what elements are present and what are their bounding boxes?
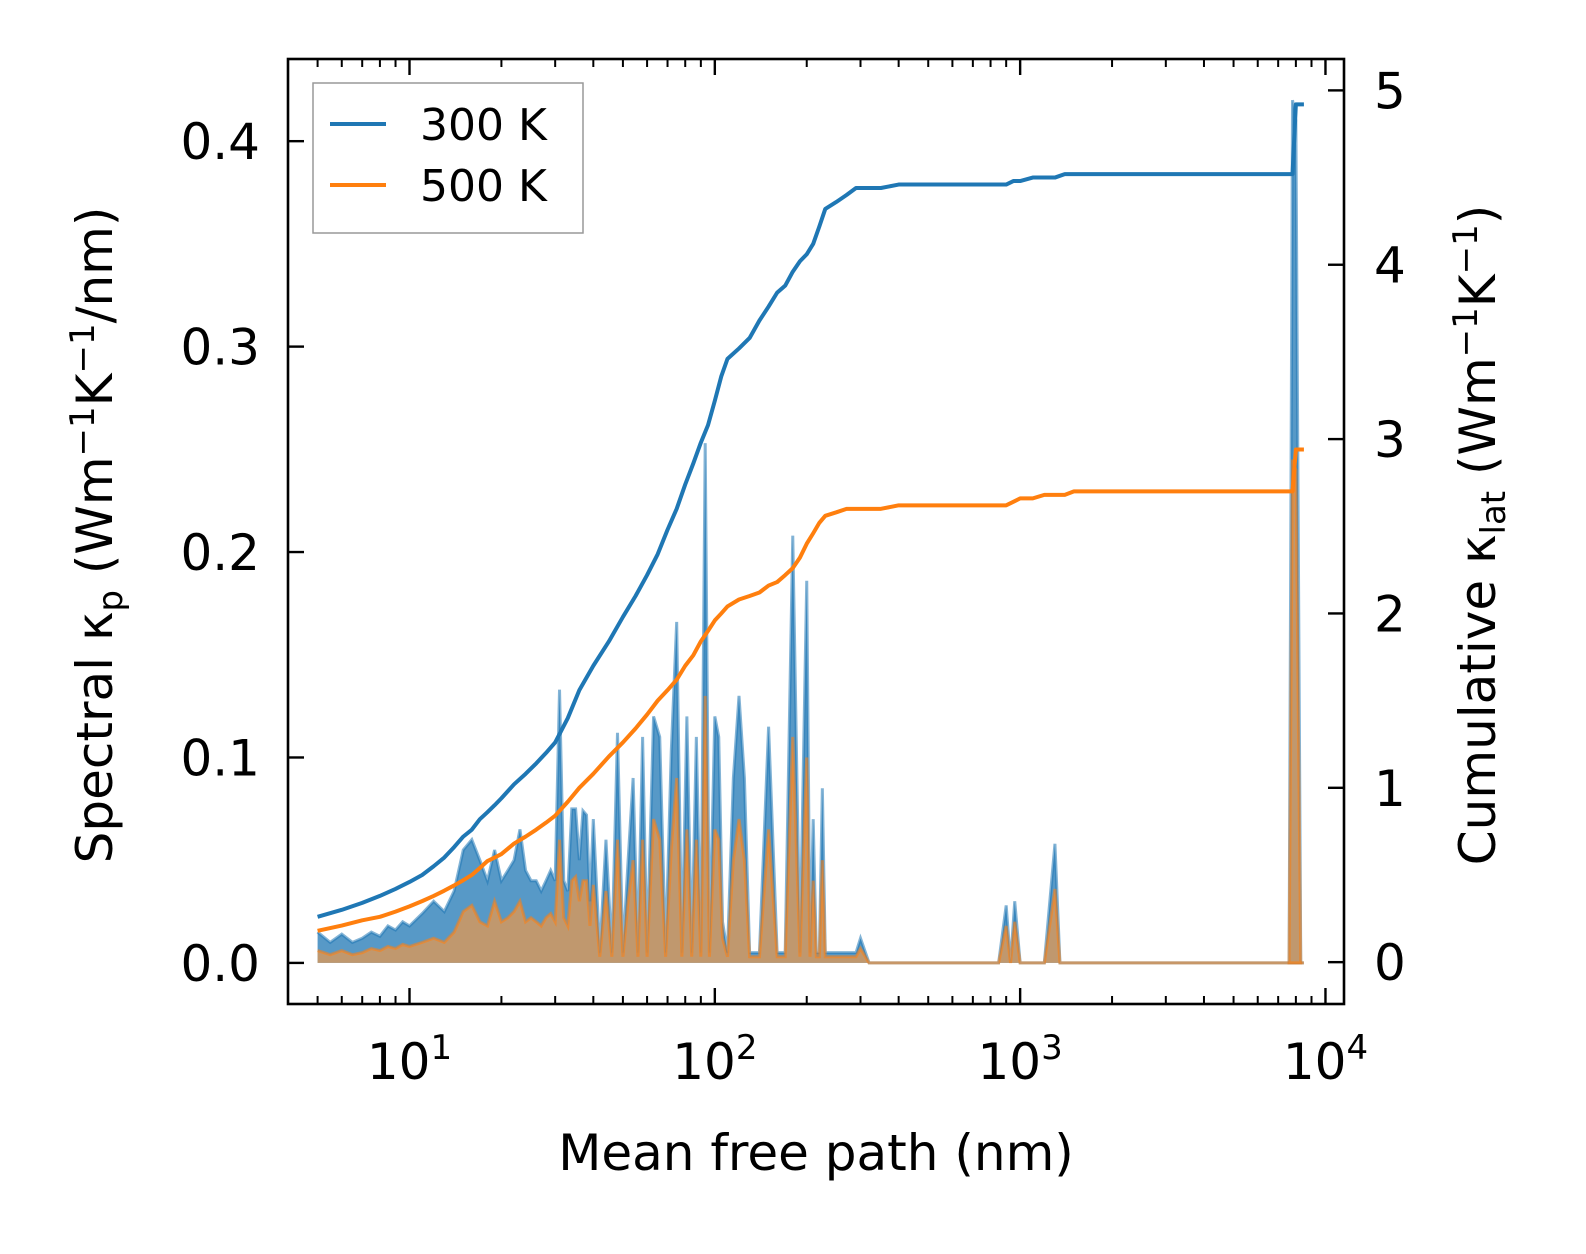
series-lines <box>317 102 1304 933</box>
right-tick-label-1: 1 <box>1374 760 1406 818</box>
x-axis-label: Mean free path (nm) <box>558 1124 1074 1182</box>
right-tick-label-4: 4 <box>1374 237 1406 295</box>
x-tick-label-1: 102 <box>672 1028 757 1091</box>
left-axis-label: Spectral κp (Wm−1K−1/nm) <box>63 207 131 864</box>
x-tick-label-3: 104 <box>1283 1028 1368 1091</box>
legend: 300 K 500 K <box>312 82 584 234</box>
spectral-fills <box>316 99 1304 965</box>
left-tick-label-1: 0.1 <box>180 729 260 787</box>
right-tick-label-3: 3 <box>1374 411 1406 469</box>
spectral-line-500k <box>317 695 1304 965</box>
right-tick-label-5: 5 <box>1374 62 1406 120</box>
x-tick-label-0: 101 <box>367 1028 452 1091</box>
left-tick-label-3: 0.3 <box>180 319 260 377</box>
legend-label-500k: 500 K <box>420 161 548 212</box>
axis-ticks: 0.0 0.1 0.2 0.3 0.4 0 1 2 3 4 5 101 102 103 104 <box>180 59 1406 1091</box>
right-axis-label: Cumulative κlat (Wm−1K−1) <box>1446 205 1514 865</box>
left-tick-label-0: 0.0 <box>180 935 260 993</box>
right-tick-label-2: 2 <box>1374 585 1406 643</box>
cumulative-line-500k <box>317 447 1304 933</box>
x-tick-label-2: 103 <box>978 1028 1063 1091</box>
legend-label-300k: 300 K <box>420 100 548 151</box>
left-tick-label-2: 0.2 <box>180 524 260 582</box>
plot-frame <box>286 57 1346 1006</box>
legend-frame <box>312 82 584 234</box>
right-tick-label-0: 0 <box>1374 934 1406 992</box>
left-tick-label-4: 0.4 <box>180 113 260 171</box>
cumulative-line-300k <box>317 102 1304 919</box>
